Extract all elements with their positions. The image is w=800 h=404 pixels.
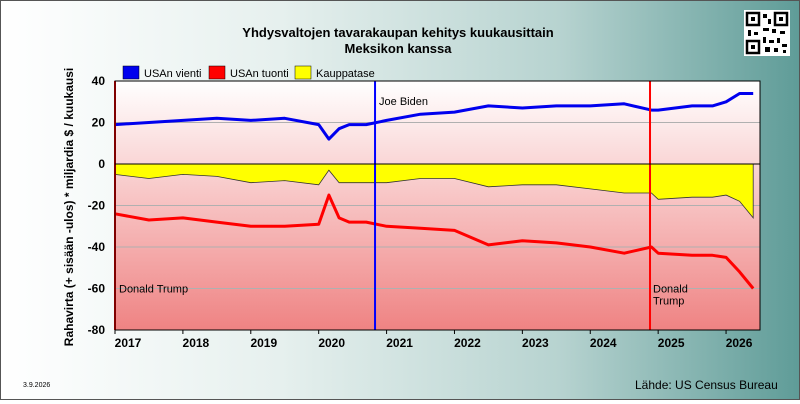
- balance-area-layer: [114, 163, 754, 220]
- y-axis: 40 20 0 -20 -40 -60 -80: [88, 74, 106, 337]
- legend-label-balance: Kauppatase: [316, 68, 375, 80]
- x-tick-label: 2019: [250, 336, 277, 350]
- series-layer: [114, 92, 755, 290]
- x-tick-label: 2022: [454, 336, 481, 350]
- x-tick-label: 2017: [115, 336, 142, 350]
- event-label: Donald Trump: [119, 284, 188, 296]
- y-tick-label: -60: [88, 282, 106, 296]
- series-line-imports: [114, 193, 755, 290]
- event-label-line: Donald: [653, 284, 688, 296]
- date-stamp: 3.9.2026: [23, 382, 50, 389]
- legend-item-imports: USAn tuonti: [208, 65, 289, 80]
- legend-swatch-exports: [122, 65, 140, 80]
- y-tick-label: 40: [92, 74, 106, 88]
- x-axis: 2017 2018 2019 2020 2021 2022 2023 2024 2025 2026: [115, 336, 753, 350]
- events-layer: Donald Trump Joe Biden Donald Trump: [114, 81, 688, 330]
- legend: USAn vienti USAn tuonti Kauppatase: [122, 65, 375, 80]
- legend-label-imports: USAn tuonti: [230, 68, 289, 80]
- legend-label-exports: USAn vienti: [144, 68, 201, 80]
- source-label: Lähde: US Census Bureau: [635, 378, 778, 392]
- x-tick-label: 2021: [386, 336, 413, 350]
- legend-item-exports: USAn vienti: [122, 65, 201, 80]
- event-label-line: Trump: [653, 296, 684, 308]
- x-tick-label: 2026: [726, 336, 753, 350]
- x-tick-label: 2018: [183, 336, 210, 350]
- plot-border: [114, 80, 761, 331]
- y-axis-title: Rahavirta (+ sisään -ulos) * miljardia $…: [62, 68, 76, 346]
- y-tick-label: -40: [88, 240, 106, 254]
- legend-swatch-balance: [294, 65, 312, 80]
- y-tick-label: -80: [88, 323, 106, 337]
- y-tick-label: -20: [88, 199, 106, 213]
- event-label: Donald Trump: [653, 284, 688, 308]
- y-tick-label: 0: [98, 157, 105, 171]
- y-tick-label: 20: [92, 116, 106, 130]
- x-tick-label: 2020: [318, 336, 345, 350]
- qr-code-icon: [744, 10, 790, 56]
- legend-swatch-imports: [208, 65, 226, 80]
- chart-title: Yhdysvaltojen tavarakaupan kehitys kuuka…: [242, 25, 553, 40]
- legend-item-balance: Kauppatase: [294, 65, 375, 80]
- event-label: Joe Biden: [379, 96, 428, 108]
- series-area-balance: [114, 163, 754, 220]
- chart-subtitle: Meksikon kanssa: [345, 41, 453, 56]
- x-tick-label: 2024: [590, 336, 617, 350]
- x-tick-label: 2023: [522, 336, 549, 350]
- x-tick-label: 2025: [658, 336, 685, 350]
- series-line-exports: [114, 92, 754, 141]
